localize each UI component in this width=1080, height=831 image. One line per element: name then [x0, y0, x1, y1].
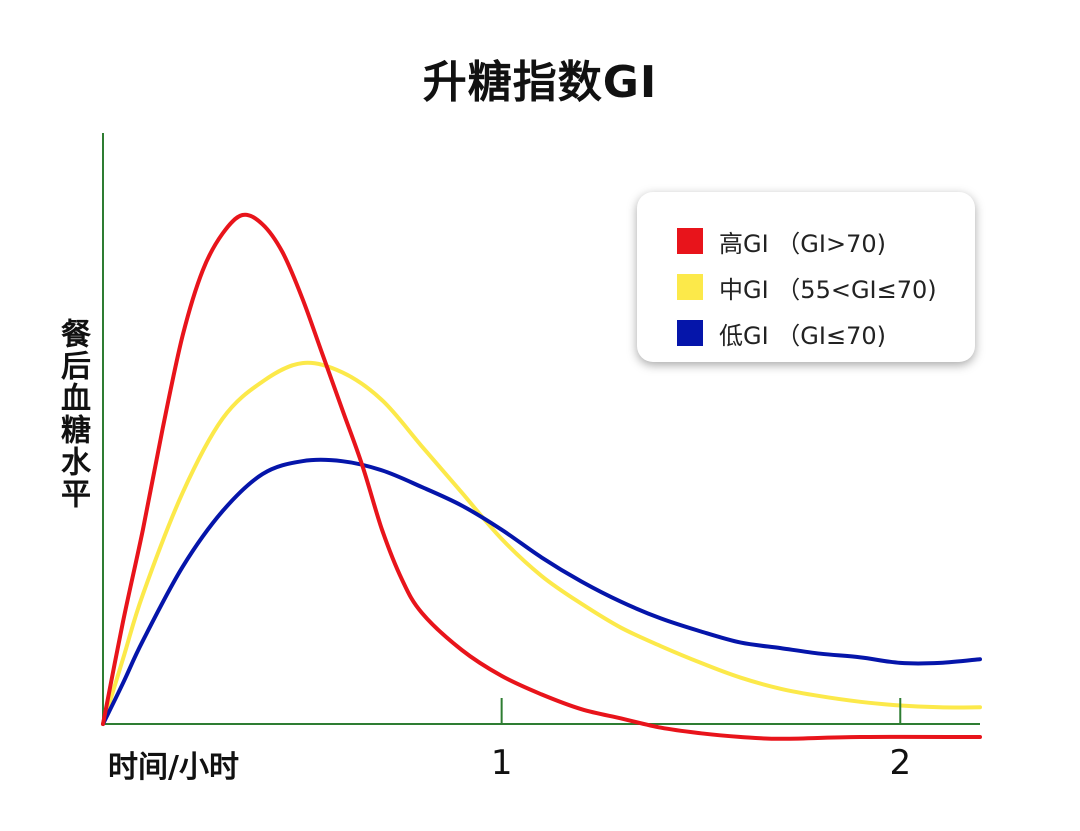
- legend-label-medium-gi: 中GI （55<GI≤70): [719, 275, 937, 304]
- legend: 高GI （GI>70) 中GI （55<GI≤70) 低GI （GI≤70): [637, 192, 975, 362]
- y-axis-label: 餐后血糖水平: [55, 318, 90, 510]
- legend-item-low-gi: 低GI （GI≤70): [637, 310, 975, 356]
- series-layer: [101, 212, 982, 741]
- legend-item-high-gi: 高GI （GI>70): [637, 218, 975, 264]
- legend-swatch-medium-gi: [677, 274, 703, 300]
- legend-swatch-high-gi: [677, 228, 703, 254]
- chart-title: 升糖指数GI: [422, 57, 658, 108]
- legend-swatch-low-gi: [677, 320, 703, 346]
- x-tick-label-2: 2: [889, 743, 911, 783]
- legend-item-medium-gi: 中GI （55<GI≤70): [637, 264, 975, 310]
- series-line-low-gi: [101, 457, 982, 726]
- x-tick-label-1: 1: [491, 743, 513, 783]
- legend-label-low-gi: 低GI （GI≤70): [719, 321, 886, 350]
- series-line-high-gi: [101, 212, 982, 741]
- series-line-medium-gi: [101, 360, 982, 726]
- x-axis-label: 时间/小时: [108, 750, 239, 785]
- axes: [102, 133, 980, 725]
- legend-label-high-gi: 高GI （GI>70): [719, 229, 886, 258]
